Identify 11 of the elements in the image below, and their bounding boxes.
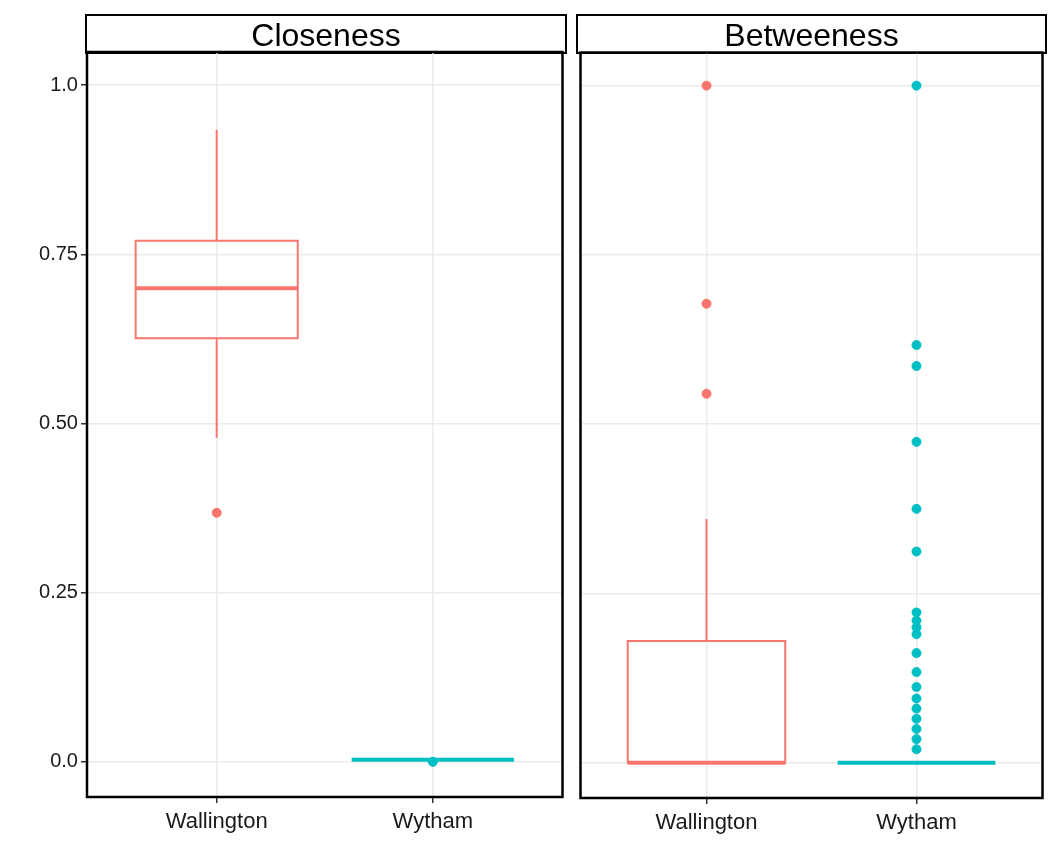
- x-tick-label: Wytham: [876, 808, 957, 834]
- y-tick-label: 0.50: [39, 411, 78, 433]
- x-tick-label: Wytham: [392, 808, 474, 834]
- x-tick-label: Wallington: [655, 808, 758, 834]
- y-tick-label: 0.75: [39, 241, 78, 264]
- x-tick-label: Wallington: [165, 808, 268, 834]
- chart-title: Closeness: [85, 14, 567, 54]
- y-tick-label: 0.25: [39, 580, 78, 603]
- y-tick-label: 1.0: [50, 72, 78, 95]
- chart-title: Betweeness: [576, 14, 1047, 54]
- y-tick-label: 0.0: [50, 749, 78, 772]
